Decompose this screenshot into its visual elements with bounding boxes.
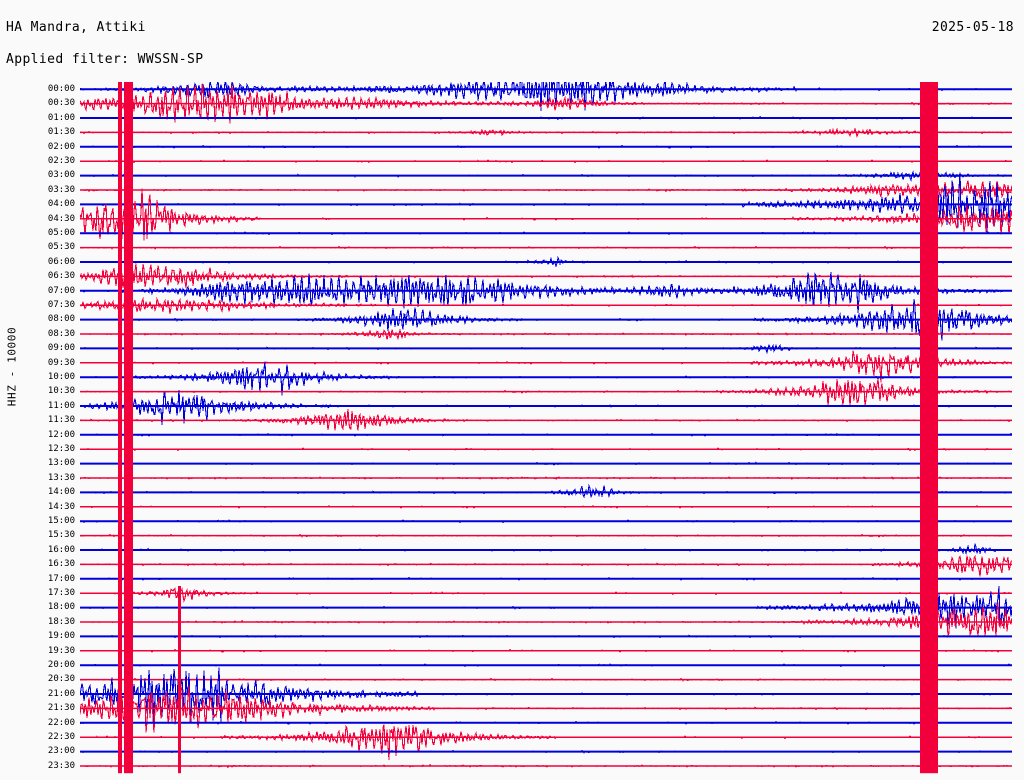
- time-tick-label: 02:30: [47, 156, 75, 166]
- date-label: 2025-05-18: [931, 20, 1014, 35]
- time-tick-label: 10:30: [47, 386, 75, 397]
- time-tick-label: 21:00: [47, 688, 75, 699]
- time-tick-label: 13:00: [47, 458, 75, 469]
- time-tick-label: 19:00: [47, 631, 75, 642]
- time-tick-label: 09:00: [47, 343, 75, 354]
- time-tick-label: 01:30: [47, 127, 75, 138]
- time-tick-label: 07:00: [47, 285, 75, 296]
- seismogram-plot: [80, 82, 1012, 780]
- seismic-trace: [80, 483, 1012, 499]
- time-tick-label: 08:00: [47, 314, 75, 325]
- seismic-trace: [80, 724, 1012, 760]
- time-tick-label: 22:30: [47, 732, 75, 742]
- time-tick-label: 14:00: [47, 487, 75, 498]
- time-tick-label: 11:00: [47, 400, 75, 411]
- seismogram-svg: [80, 82, 1012, 774]
- time-tick-label: 16:00: [47, 544, 75, 555]
- time-tick-label: 05:30: [47, 242, 75, 253]
- time-tick-label: 17:00: [47, 573, 75, 584]
- seismic-trace: [80, 379, 1012, 406]
- time-tick-label: 00:30: [47, 98, 75, 109]
- time-tick-label: 19:30: [47, 645, 75, 656]
- time-tick-label: 16:30: [47, 559, 75, 570]
- time-tick-label: 10:00: [47, 372, 75, 382]
- time-tick-label: 07:30: [47, 300, 75, 310]
- time-tick-label: 20:00: [47, 660, 75, 670]
- time-tick-label: 04:00: [47, 199, 75, 210]
- time-tick-label: 11:30: [47, 415, 75, 426]
- time-tick-label: 06:00: [47, 256, 75, 267]
- time-tick-label: 13:30: [47, 472, 75, 483]
- time-tick-label: 12:30: [47, 444, 75, 454]
- page-title: HA Mandra, Attiki: [6, 20, 146, 35]
- time-tick-label: 15:30: [47, 530, 75, 541]
- time-tick-label: 15:00: [47, 516, 75, 526]
- time-tick-label: 23:30: [47, 760, 75, 771]
- time-axis: 00:00 00:30 01:00 01:30 02:00 02:30 03:00 03:30…: [0, 82, 80, 772]
- saturated-signal-band: [178, 586, 181, 774]
- seismic-trace: [80, 587, 1012, 603]
- time-tick-label: 00:00: [47, 84, 75, 94]
- saturated-signal-band: [118, 82, 122, 774]
- time-tick-label: 01:00: [47, 112, 75, 123]
- time-tick-label: 03:00: [47, 170, 75, 181]
- time-tick-label: 23:00: [47, 746, 75, 757]
- saturated-signal-band: [124, 82, 133, 774]
- time-tick-label: 04:30: [47, 213, 75, 224]
- time-tick-label: 14:30: [47, 501, 75, 512]
- time-tick-label: 08:30: [47, 328, 75, 339]
- time-tick-label: 21:30: [47, 703, 75, 714]
- seismic-trace: [80, 172, 1012, 234]
- time-tick-label: 18:00: [47, 602, 75, 613]
- time-tick-label: 17:30: [47, 588, 75, 598]
- saturated-signal-band: [920, 82, 938, 774]
- time-tick-label: 20:30: [47, 674, 75, 685]
- time-tick-label: 12:00: [47, 429, 75, 440]
- seismic-trace: [80, 554, 1012, 577]
- time-tick-label: 09:30: [47, 357, 75, 368]
- seismic-trace: [80, 543, 1012, 556]
- time-tick-label: 06:30: [47, 271, 75, 282]
- time-tick-label: 22:00: [47, 717, 75, 728]
- applied-filter-label: Applied filter: WWSSN-SP: [6, 52, 204, 67]
- time-tick-label: 05:00: [47, 228, 75, 238]
- time-tick-label: 18:30: [47, 616, 75, 627]
- time-tick-label: 02:00: [47, 141, 75, 152]
- time-tick-label: 03:30: [47, 184, 75, 195]
